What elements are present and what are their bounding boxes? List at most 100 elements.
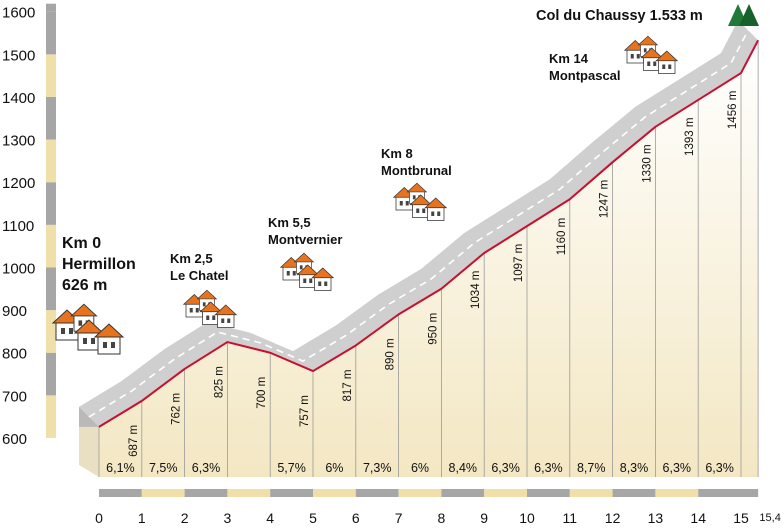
profile-line — [98, 39, 760, 428]
house-window — [83, 338, 87, 344]
town-label-line: Km 2,5 — [170, 251, 213, 266]
y-tick-label: 800 — [2, 346, 27, 363]
house-window — [643, 48, 647, 53]
house-icon — [424, 197, 448, 221]
y-tick-label: 900 — [2, 303, 27, 320]
y-axis-segment — [46, 267, 56, 311]
town-label-line: Montpascal — [549, 68, 621, 83]
x-tick-label: 15 — [733, 510, 749, 526]
gradient-label: 6,3% — [491, 461, 520, 475]
house-roof — [637, 35, 659, 46]
house-roof — [296, 264, 320, 276]
house-window — [303, 278, 307, 283]
y-tick-label: 700 — [2, 388, 27, 405]
house-icon — [296, 264, 320, 288]
x-tick-label: 2 — [181, 510, 189, 526]
house-roof — [655, 50, 679, 62]
gradient-label: 6,3% — [705, 461, 734, 475]
x-axis-segment — [227, 489, 271, 497]
y-axis-segment — [46, 395, 56, 438]
house-window — [206, 315, 210, 320]
house-wall — [314, 276, 332, 291]
road-centre-line — [88, 29, 749, 418]
house-roof — [93, 323, 125, 338]
elevation-label: 700 m — [256, 377, 268, 409]
house-window — [111, 342, 115, 348]
house-roof — [199, 301, 223, 313]
x-axis-segment — [398, 489, 442, 497]
tree-icon — [739, 4, 759, 26]
house-window — [212, 315, 216, 320]
town-label-line: Hermillon — [62, 256, 136, 273]
house-window — [636, 54, 640, 59]
km-gridlines — [98, 40, 759, 477]
x-tick-label: 14 — [690, 510, 706, 526]
house-window — [286, 271, 290, 276]
house-window — [195, 308, 199, 313]
town-label-line: Km 0 — [62, 235, 101, 252]
summit-name: Col du Chaussy 1.533 m — [536, 8, 703, 24]
y-axis-ticks: 600 700 800 900 1000 1100 1200 1300 1400 1500 1600 — [2, 5, 35, 448]
house-window — [416, 208, 420, 213]
gradient-labels: 6,1% 7,5% 6,3% 5,7% 6% 7,3% 6% 8,4% 6,3% 6,3% 8,7%… — [106, 461, 734, 475]
y-tick-label: 600 — [2, 431, 27, 448]
gradient-label: 8,3% — [620, 461, 649, 475]
profile-line-layer — [98, 39, 760, 428]
elevation-label: 825 m — [213, 366, 225, 398]
town-label-line: Montvernier — [268, 232, 342, 247]
house-icon — [199, 301, 223, 325]
y-axis-segment — [46, 310, 56, 353]
house-window — [422, 208, 426, 213]
house-window — [630, 54, 634, 59]
x-axis-ticks: 0 1 2 3 4 5 6 7 8 9 10 11 12 13 14 15 15,4 — [95, 510, 781, 526]
house-wall — [299, 273, 317, 288]
elevation-label: 1330 m — [641, 144, 653, 182]
house-window — [91, 338, 95, 344]
x-tick-label: 9 — [480, 510, 488, 526]
house-window — [227, 318, 231, 323]
town-label-line: Km 5,5 — [268, 215, 311, 230]
elevation-label: 1456 m — [727, 91, 739, 129]
house-window — [202, 302, 206, 307]
elevation-labels: 687 m 762 m 825 m 700 m 757 m 817 m 890 m 950 m… — [128, 91, 739, 457]
x-axis-segment — [99, 489, 142, 497]
x-axis-segment — [698, 489, 741, 497]
y-tick-label: 1100 — [2, 218, 34, 235]
gradient-label: 6% — [325, 461, 343, 475]
gradient-label: 6,1% — [106, 461, 135, 475]
house-roof — [311, 267, 335, 279]
y-tick-label: 1300 — [2, 133, 35, 150]
gradient-label: 5,7% — [277, 461, 306, 475]
y-axis-segment — [46, 96, 56, 140]
town-label: Km 8 Montbrunal — [381, 146, 452, 178]
x-tick-label: 4 — [266, 510, 274, 526]
elevation-label: 757 m — [299, 395, 311, 427]
x-tick-label: 5 — [309, 510, 317, 526]
x-tick-label: 15,4 — [759, 512, 780, 524]
gradient-label: 8,7% — [577, 461, 606, 475]
house-window — [647, 61, 651, 66]
town-label-line: Le Chatel — [170, 268, 229, 283]
house-icon — [655, 50, 679, 74]
house-window — [309, 278, 313, 283]
elevation-label: 762 m — [171, 393, 183, 425]
town-label-line: Km 8 — [381, 146, 413, 161]
elevation-label: 1034 m — [470, 271, 482, 309]
house-window — [78, 320, 83, 326]
y-axis-segment — [46, 3, 56, 12]
x-tick-label: 12 — [605, 510, 621, 526]
elevation-label: 1247 m — [599, 180, 611, 218]
y-tick-label: 1600 — [2, 5, 35, 22]
y-axis-segment — [46, 182, 56, 225]
house-wall — [643, 56, 661, 71]
x-axis-segment — [441, 489, 485, 497]
house-wall — [77, 331, 101, 351]
house-wall — [217, 313, 235, 328]
town-label: Km 14 Montpascal — [549, 51, 621, 83]
x-axis-segment — [527, 489, 570, 497]
y-tick-label: 1000 — [2, 260, 35, 277]
x-axis-bar — [99, 489, 759, 497]
house-icon — [640, 47, 664, 71]
x-tick-label: 1 — [138, 510, 146, 526]
y-tick-label: 1200 — [2, 175, 35, 192]
